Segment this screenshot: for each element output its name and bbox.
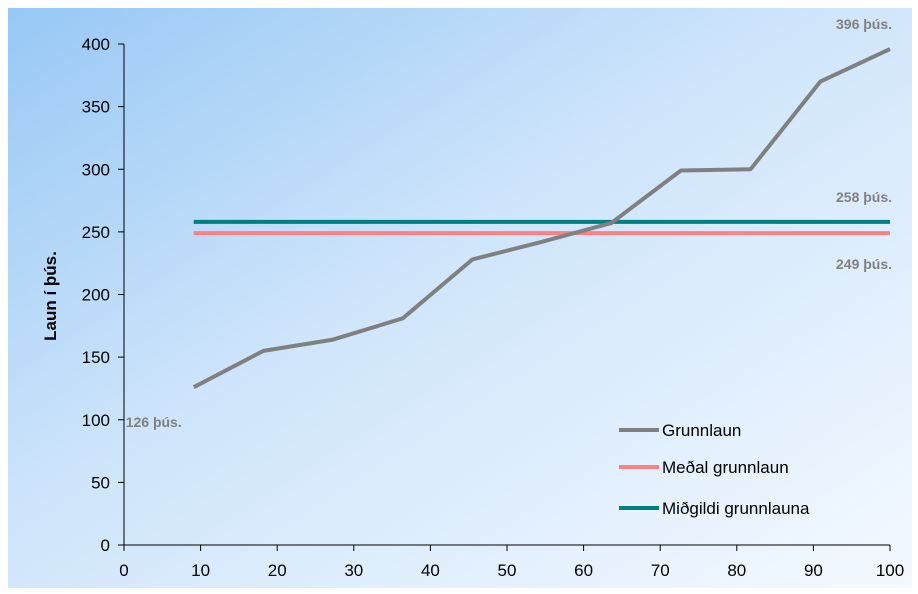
legend: Grunnlaun Meðal grunnlaun Miðgildi grunnla… [619,421,810,518]
x-tick-label: 40 [421,561,440,580]
x-tick-label: 20 [268,561,287,580]
y-tick-label: 0 [101,536,110,555]
series-lines-group [192,47,891,389]
y-tick-label: 200 [82,286,110,305]
annotation-label: 249 þús. [836,256,892,272]
x-tick-label: 50 [498,561,517,580]
y-tick-label: 400 [82,35,110,54]
axes-group: 0 50 100 150 200 250 300 350 400 0 10 20 30 40 50 60 70 8… [82,35,905,580]
annotation-label: 126 þús. [126,414,182,430]
legend-entry: Miðgildi grunnlauna [662,499,810,518]
y-tick-label: 350 [82,98,110,117]
x-tick-label: 90 [804,561,823,580]
y-tick-label: 100 [82,411,110,430]
chart-background [8,8,912,588]
x-tick-label: 100 [876,561,904,580]
legend-entry: Grunnlaun [662,421,741,440]
y-tick-label: 50 [91,473,110,492]
x-tick-label: 10 [191,561,210,580]
x-tick-label: 30 [344,561,363,580]
y-axis-label: Laun í þús. [41,251,60,341]
annotations-group: 396 þús. 258 þús. 249 þús. 126 þús. [126,16,892,430]
x-tick-label: 60 [574,561,593,580]
legend-entry: Meðal grunnlaun [662,458,789,477]
annotation-label: 258 þús. [836,189,892,205]
x-tick-label: 80 [727,561,746,580]
x-tick-label: 70 [651,561,670,580]
y-tick-label: 300 [82,160,110,179]
y-tick-label: 250 [82,223,110,242]
annotation-label: 396 þús. [836,16,892,32]
y-tick-label: 150 [82,348,110,367]
series-line-0 [192,47,891,389]
x-tick-label: 0 [119,561,128,580]
